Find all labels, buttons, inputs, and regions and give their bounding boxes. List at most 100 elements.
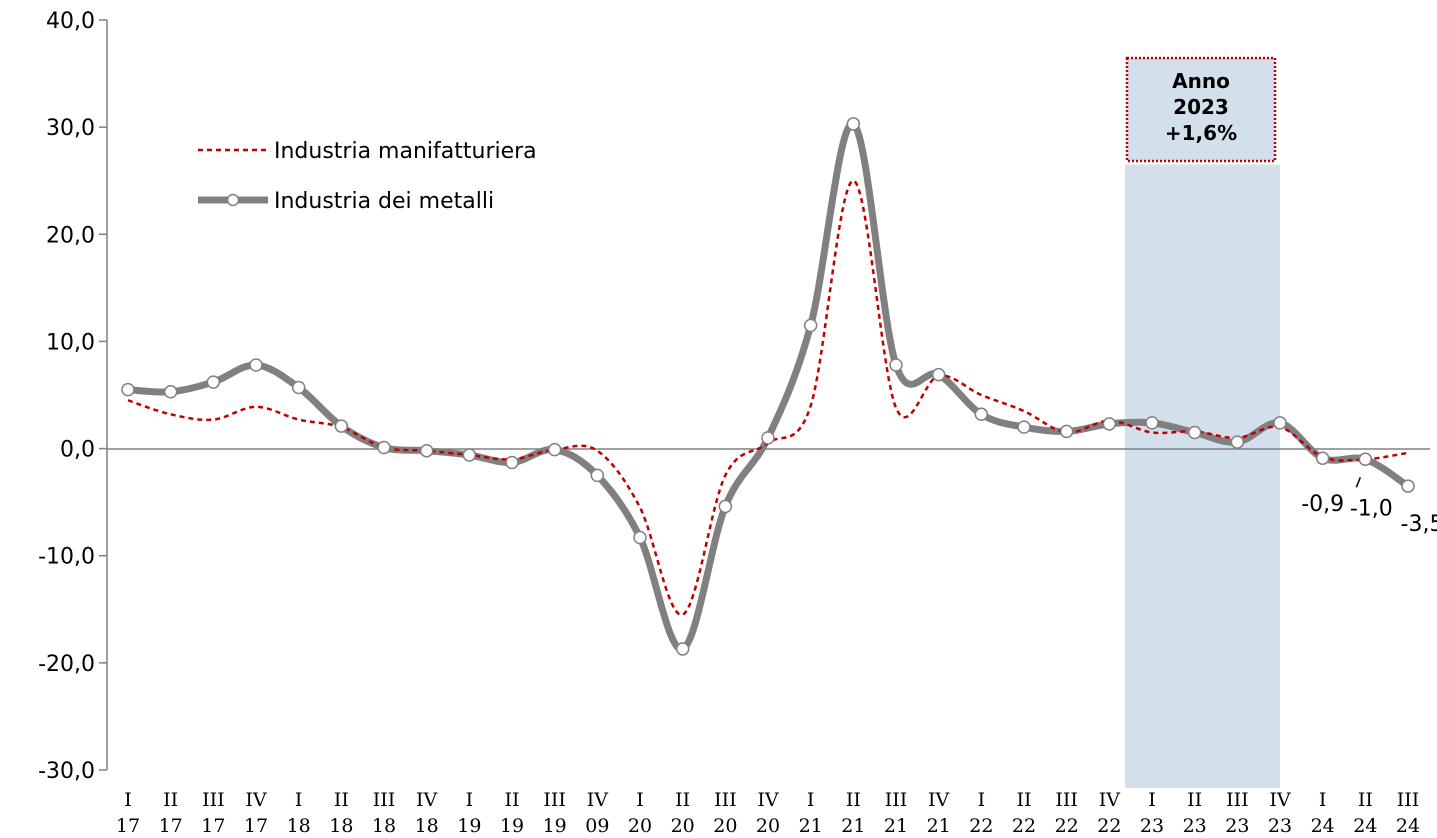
series-point-metalli [718,499,733,514]
legend: Industria manifatturiera Industria dei m… [198,139,537,214]
x-tick-label-year: 17 [159,815,183,837]
x-tick-label-quarter: III [1226,789,1249,811]
x-tick-label-year: 24 [1311,815,1335,837]
series-line-metalli [127,120,1410,653]
x-tick-label-year: 22 [1012,815,1036,837]
x-tick-label-quarter: III [1397,789,1420,811]
x-tick-label-year: 20 [756,815,780,837]
x-tick-label-quarter: II [1016,789,1031,811]
annotation-line: +1,6% [1165,121,1237,145]
x-tick-label-year: 24 [1353,815,1377,837]
x-tick-label-year: 21 [799,815,823,837]
x-tick-label-year: 24 [1396,815,1420,837]
x-tick-label-quarter: III [714,789,737,811]
series-point-metalli [931,367,946,382]
legend-label-manifatturiera: Industria manifatturiera [274,139,537,164]
x-tick-label-year: 18 [372,815,396,837]
x-tick-label-year: 22 [1055,815,1079,837]
series-point-metalli [974,407,989,422]
series-point-metalli [590,468,605,483]
x-tick-label-quarter: II [163,789,178,811]
series-point-metalli [1273,416,1287,430]
series-point-metalli [249,358,263,372]
x-tick-label-year: 18 [329,815,353,837]
x-tick-label-year: 19 [543,815,567,837]
x-ticks: I17II17III17IV17I18II18III18IV18I19II19I… [116,789,1420,837]
y-tick-label: 40,0 [46,9,95,34]
x-tick-label-year: 23 [1268,815,1292,837]
y-tick-label: -20,0 [38,652,95,677]
x-tick-label-quarter: II [1358,789,1373,811]
x-tick-label-year: 21 [884,815,908,837]
x-tick-label-year: 22 [969,815,993,837]
y-tick-label: -30,0 [38,759,95,784]
series-point-metalli [121,382,135,397]
y-ticks: 40,0 30,0 20,0 10,0 0,0 -10,0 -20,0 -30,0 [38,9,107,784]
x-tick-label-year: 18 [287,815,311,837]
series-point-metalli [633,530,647,545]
x-tick-label-quarter: IV [757,789,779,811]
x-tick-label-quarter: II [846,789,861,811]
x-tick-label-quarter: I [807,789,815,811]
x-tick-label-quarter: II [334,789,349,811]
x-tick-label-quarter: IV [416,789,438,811]
x-tick-label-quarter: IV [928,789,950,811]
y-tick-label: 30,0 [46,116,95,141]
series-point-metalli [462,448,477,462]
series-point-metalli [334,419,349,433]
x-tick-label-quarter: I [1319,789,1327,811]
series-lines [121,117,1415,656]
highlight-band-2023 [1125,164,1280,789]
x-tick-label-quarter: IV [587,789,609,811]
series-point-metalli [889,358,903,372]
series-point-metalli [1102,417,1117,431]
y-tick-label: 0,0 [60,438,95,463]
annotation-line: Anno [1172,69,1230,93]
series-point-metalli [1017,420,1031,434]
data-labels: -0,9 -1,0 -3,5 [1301,477,1437,537]
x-tick-label-year: 22 [1097,815,1121,837]
x-tick-label-quarter: III [202,789,225,811]
series-point-metalli [675,642,690,656]
y-tick-label: 10,0 [46,330,95,355]
series-point-metalli [377,440,391,455]
x-tick-label-year: 19 [457,815,481,837]
x-tick-label-quarter: I [466,789,474,811]
x-tick-label-quarter: III [373,789,396,811]
x-tick-label-year: 23 [1225,815,1249,837]
x-tick-label-year: 17 [244,815,268,837]
x-tick-label-year: 19 [500,815,524,837]
x-tick-label-year: 17 [116,815,140,837]
x-tick-label-quarter: III [1055,789,1078,811]
legend-label-metalli: Industria dei metalli [274,189,494,214]
x-tick-label-quarter: IV [1269,789,1291,811]
data-label: -1,0 [1350,496,1393,521]
y-tick-label: 20,0 [46,223,95,248]
series-point-metalli [206,375,221,389]
series-point-metalli [291,380,306,395]
series-point-metalli [846,117,861,131]
x-tick-label-year: 23 [1140,815,1164,837]
series-point-metalli [1358,452,1373,467]
series-point-metalli [505,455,519,470]
annotation-line: 2023 [1173,95,1229,119]
x-tick-label-year: 17 [201,815,225,837]
x-tick-label-quarter: II [1187,789,1202,811]
x-tick-label-quarter: I [636,789,644,811]
series-point-metalli [1187,425,1202,440]
x-tick-label-quarter: IV [1099,789,1121,811]
x-tick-label-year: 21 [841,815,865,837]
x-tick-label-quarter: I [295,789,303,811]
x-tick-label-quarter: I [124,789,132,811]
x-tick-label-year: 20 [628,815,652,837]
x-tick-label-quarter: IV [245,789,267,811]
series-point-metalli [761,431,775,445]
x-tick-label-year: 18 [415,815,439,837]
highlight-band [1125,164,1280,789]
x-tick-label-year: 20 [713,815,737,837]
series-point-metalli [1145,416,1159,430]
data-label: -0,9 [1301,492,1344,517]
axes [106,20,1430,770]
